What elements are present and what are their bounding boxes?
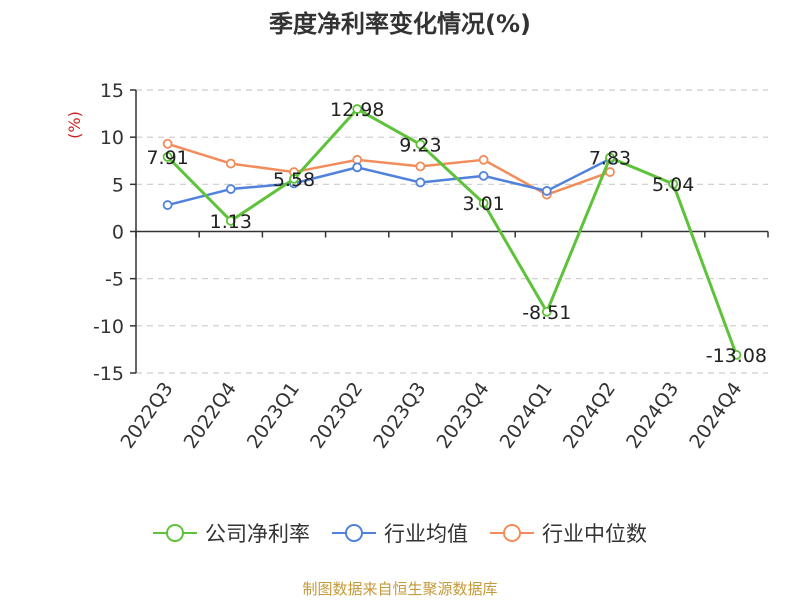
legend-item-net-margin[interactable]: 公司净利率 (153, 518, 310, 548)
source-footer: 制图数据来自恒生聚源数据库 (302, 580, 498, 598)
data-point-1[interactable] (352, 162, 363, 173)
y-tick-label: -15 (93, 363, 124, 385)
x-tick-label: 2023Q3 (369, 378, 430, 452)
x-tick-label: 2022Q4 (180, 378, 241, 452)
data-point-1[interactable] (225, 184, 236, 194)
data-point-0[interactable] (162, 151, 173, 162)
data-label: 5.58 (273, 169, 315, 191)
data-point-0[interactable] (289, 173, 299, 184)
data-label: 5.04 (652, 174, 694, 196)
data-point-0[interactable] (668, 179, 679, 189)
data-point-0[interactable] (415, 139, 426, 150)
data-point-1[interactable] (478, 170, 489, 181)
data-label: 7.91 (146, 147, 188, 169)
y-tick-label: 0 (112, 222, 124, 244)
x-tick-label: 2023Q1 (243, 378, 304, 452)
data-label: 3.01 (462, 193, 504, 215)
data-label: 9.23 (399, 134, 441, 156)
data-point-2[interactable] (415, 161, 426, 172)
legend-item-industry-mean[interactable]: 行业均值 (332, 518, 468, 548)
series-line-1 (167, 157, 611, 207)
data-point-2[interactable] (225, 158, 236, 169)
data-label: -8.51 (522, 302, 571, 324)
data-label: 7.83 (589, 148, 631, 170)
x-tick-label: 2024Q1 (496, 378, 557, 452)
y-tick-label: 5 (112, 174, 124, 196)
data-point-0[interactable] (225, 215, 236, 226)
chart-title: 季度净利率变化情况(%) (269, 10, 531, 38)
legend-label-net-margin: 公司净利率 (205, 522, 310, 546)
y-tick-label: -10 (93, 316, 124, 338)
x-tick-label: 2024Q2 (559, 378, 620, 452)
data-label: -13.08 (706, 345, 767, 367)
x-tick-label: 2023Q2 (306, 378, 367, 452)
data-point-2[interactable] (478, 154, 489, 165)
x-tick-label: 2024Q3 (622, 378, 683, 452)
data-point-1[interactable] (415, 177, 426, 188)
data-point-2[interactable] (162, 138, 173, 149)
legend-item-industry-median[interactable]: 行业中位数 (490, 518, 647, 548)
data-point-0[interactable] (478, 198, 489, 209)
legend-marker-net-margin (153, 524, 197, 542)
legend: 公司净利率 行业均值 行业中位数 (0, 518, 800, 548)
x-tick-label: 2024Q4 (685, 378, 746, 452)
data-point-0[interactable] (541, 306, 552, 317)
y-tick-label: -5 (105, 269, 124, 291)
data-point-1[interactable] (541, 186, 552, 196)
x-tick-label: 2022Q3 (116, 378, 177, 452)
x-tick-label: 2023Q4 (432, 378, 493, 452)
data-point-0[interactable] (731, 349, 742, 360)
data-point-2[interactable] (605, 167, 615, 177)
series-line-0 (166, 107, 738, 356)
legend-marker-industry-mean (332, 524, 376, 542)
legend-label-industry-median: 行业中位数 (542, 522, 647, 546)
y-tick-label: 10 (100, 127, 124, 149)
legend-label-industry-mean: 行业均值 (384, 522, 468, 546)
y-tick-label: 15 (100, 80, 124, 102)
data-point-1[interactable] (162, 200, 173, 210)
legend-marker-industry-median (490, 524, 534, 542)
data-point-0[interactable] (605, 152, 615, 163)
data-point-0[interactable] (352, 104, 363, 114)
data-label: 1.13 (210, 211, 252, 233)
y-axis-label: (%) (65, 111, 84, 139)
data-label: 12.98 (330, 99, 384, 121)
